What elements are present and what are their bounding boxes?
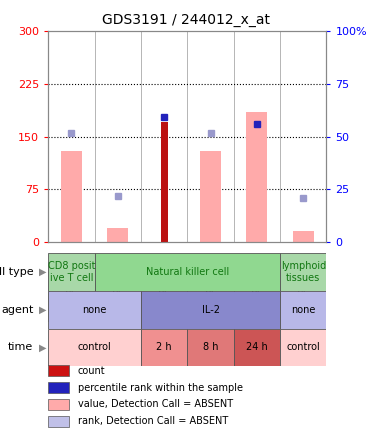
Text: GSM198945: GSM198945 (252, 266, 262, 317)
Text: 2 h: 2 h (156, 342, 172, 353)
Text: Natural killer cell: Natural killer cell (146, 267, 229, 277)
Bar (187, 262, 234, 322)
Bar (141, 291, 280, 329)
Text: none: none (82, 305, 107, 315)
Bar (141, 262, 187, 322)
Bar (280, 291, 326, 329)
Bar (107, 228, 128, 242)
Text: value, Detection Call = ABSENT: value, Detection Call = ABSENT (78, 400, 233, 409)
Text: agent: agent (1, 305, 33, 315)
Bar (61, 151, 82, 242)
Bar (141, 329, 187, 366)
Text: ▶: ▶ (39, 342, 46, 353)
Bar (234, 329, 280, 366)
Text: GSM198942: GSM198942 (113, 266, 122, 317)
Text: cell type: cell type (0, 267, 33, 277)
Bar (280, 253, 326, 291)
Bar (48, 262, 95, 322)
Text: GSM198958: GSM198958 (67, 266, 76, 317)
Bar (246, 112, 267, 242)
Text: GSM198944: GSM198944 (206, 266, 215, 317)
Bar (293, 231, 314, 242)
Text: none: none (291, 305, 315, 315)
Bar (48, 329, 141, 366)
Text: time: time (8, 342, 33, 353)
Bar (161, 123, 168, 242)
Text: count: count (78, 366, 105, 376)
Bar (187, 329, 234, 366)
Bar (200, 151, 221, 242)
Text: percentile rank within the sample: percentile rank within the sample (78, 383, 243, 392)
Text: control: control (286, 342, 320, 353)
Bar (48, 291, 141, 329)
Bar (95, 253, 280, 291)
Text: IL-2: IL-2 (201, 305, 220, 315)
Bar (280, 262, 326, 322)
Text: lymphoid
tissues: lymphoid tissues (281, 261, 326, 283)
Text: ▶: ▶ (39, 267, 46, 277)
Text: GSM198943: GSM198943 (160, 266, 169, 317)
Bar (48, 253, 95, 291)
Text: rank, Detection Call = ABSENT: rank, Detection Call = ABSENT (78, 416, 228, 426)
Text: GDS3191 / 244012_x_at: GDS3191 / 244012_x_at (102, 13, 269, 28)
Text: CD8 posit
ive T cell: CD8 posit ive T cell (47, 261, 95, 283)
Text: 8 h: 8 h (203, 342, 218, 353)
Text: control: control (78, 342, 111, 353)
Bar (95, 262, 141, 322)
Text: ▶: ▶ (39, 305, 46, 315)
Text: 24 h: 24 h (246, 342, 268, 353)
Text: GSM198959: GSM198959 (299, 266, 308, 317)
Bar (234, 262, 280, 322)
Bar (280, 329, 326, 366)
